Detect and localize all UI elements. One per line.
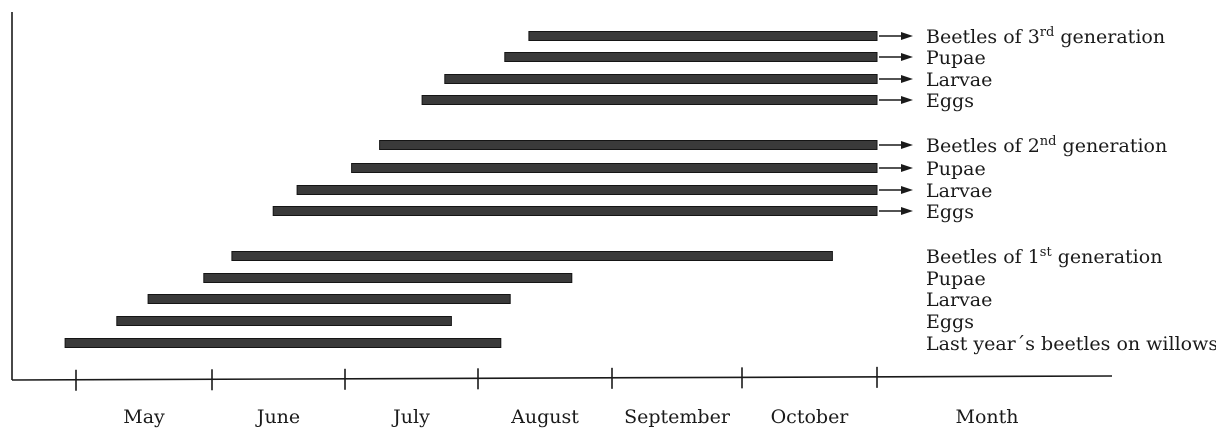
bar-12 [116, 316, 452, 326]
series-label-text: Beetles of 2 [926, 135, 1040, 157]
series-label-2: Pupae [926, 47, 986, 69]
bar-3 [444, 74, 878, 84]
x-tick-label-may: May [123, 406, 165, 428]
series-label-text: generation [1054, 26, 1165, 48]
series-label-4: Eggs [926, 90, 974, 112]
series-label-12: Eggs [926, 311, 974, 333]
arrow-head-icon [901, 164, 913, 172]
series-label-superscript: st [1040, 245, 1053, 260]
bar-13 [64, 338, 502, 348]
series-label-10: Pupae [926, 268, 986, 290]
bar-1 [528, 31, 878, 41]
bar-8 [272, 206, 878, 216]
series-label-text: Larvae [926, 289, 992, 311]
series-label-text: Larvae [926, 69, 992, 91]
bar-6 [351, 163, 878, 173]
arrow-head-icon [901, 96, 913, 104]
series-label-text: Larvae [926, 180, 992, 202]
series-label-1: Beetles of 3rd generation [926, 25, 1165, 48]
series-label-text: Eggs [926, 90, 974, 112]
series-label-7: Larvae [926, 180, 992, 202]
series-label-5: Beetles of 2nd generation [926, 134, 1167, 157]
series-label-text: generation [1057, 135, 1168, 157]
arrow-head-icon [901, 207, 913, 215]
x-axis-label: Month [955, 406, 1018, 428]
bar-5 [379, 140, 878, 150]
bar-2 [504, 52, 878, 62]
series-label-text: generation [1052, 246, 1163, 268]
series-label-8: Eggs [926, 201, 974, 223]
bar-10 [203, 273, 573, 283]
bar-4 [421, 95, 878, 105]
series-label-text: Last year´s beetles on willows [926, 333, 1216, 355]
series-label-text: Beetles of 1 [926, 246, 1040, 268]
series-label-superscript: rd [1040, 25, 1055, 40]
arrow-head-icon [901, 186, 913, 194]
x-tick-label-september: September [624, 406, 731, 428]
chart-axes [11, 12, 1113, 381]
bar-7 [296, 185, 878, 195]
series-label-superscript: nd [1040, 134, 1057, 149]
series-label-text: Eggs [926, 311, 974, 333]
arrow-head-icon [901, 53, 913, 61]
series-label-text: Pupae [926, 268, 986, 290]
x-tick-label-june: June [255, 406, 300, 428]
series-label-6: Pupae [926, 158, 986, 180]
chart-labels: Beetles of 3rd generationPupaeLarvaeEggs… [926, 25, 1216, 355]
series-label-text: Pupae [926, 158, 986, 180]
series-label-9: Beetles of 1st generation [926, 245, 1162, 268]
arrow-head-icon [901, 32, 913, 40]
x-tick-label-august: August [510, 406, 579, 428]
arrow-head-icon [901, 75, 913, 83]
series-label-text: Beetles of 3 [926, 26, 1040, 48]
series-label-11: Larvae [926, 289, 992, 311]
series-label-3: Larvae [926, 69, 992, 91]
x-tick-label-october: October [771, 406, 850, 428]
bar-9 [231, 251, 833, 261]
x-tick-label-july: July [391, 406, 430, 428]
series-label-text: Pupae [926, 47, 986, 69]
x-axis-line [11, 375, 1113, 381]
series-label-13: Last year´s beetles on willows [926, 333, 1216, 355]
bar-11 [147, 294, 511, 304]
series-label-text: Eggs [926, 201, 974, 223]
arrow-head-icon [901, 141, 913, 149]
chart-ticks: May June July August September October Month [75, 366, 1019, 428]
chart-bars [64, 31, 913, 348]
